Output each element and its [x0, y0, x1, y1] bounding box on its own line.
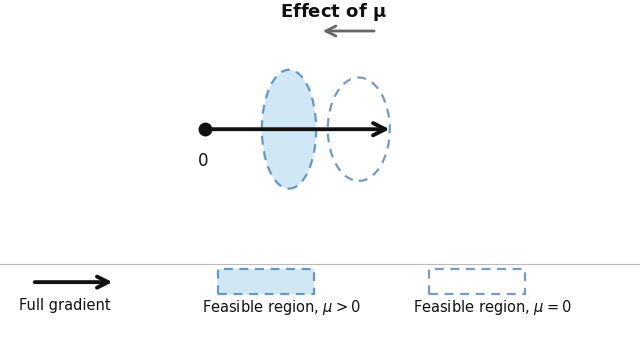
Text: Feasible region, $\mu > 0$: Feasible region, $\mu > 0$: [202, 297, 360, 316]
Text: Effect of $\mathbf{\mu}$: Effect of $\mathbf{\mu}$: [280, 1, 387, 23]
Ellipse shape: [262, 70, 316, 189]
FancyBboxPatch shape: [218, 269, 314, 295]
Text: Feasible region, $\mu = 0$: Feasible region, $\mu = 0$: [413, 297, 572, 316]
Text: Full gradient: Full gradient: [19, 297, 111, 313]
Text: $0$: $0$: [196, 153, 208, 171]
